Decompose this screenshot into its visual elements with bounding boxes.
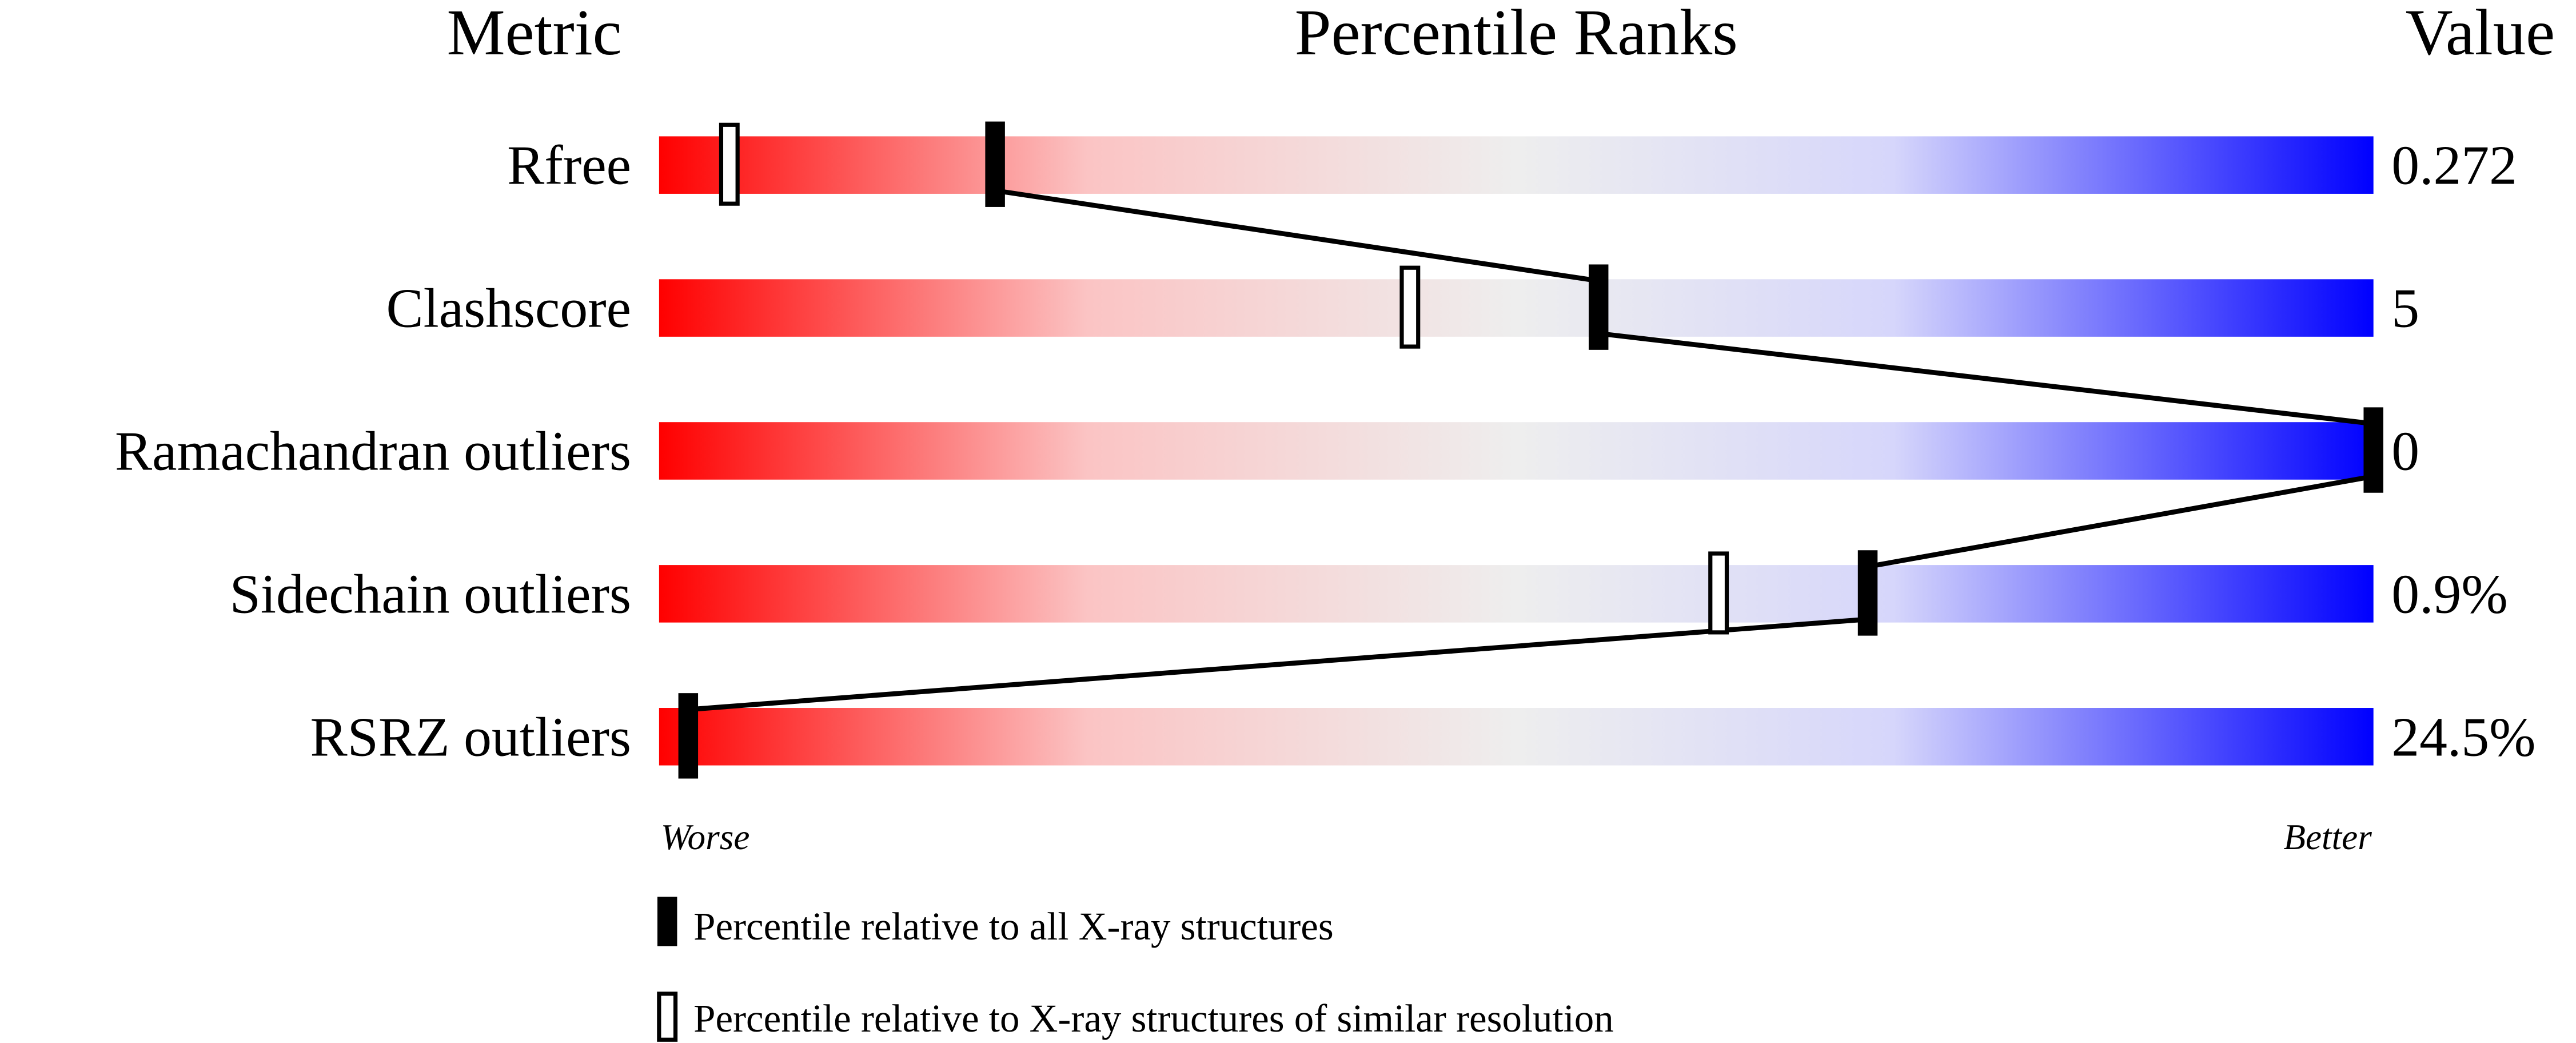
- metric-label: RSRZ outliers: [310, 706, 631, 768]
- header-metric: Metric: [446, 0, 621, 69]
- metric-value: 0.272: [2391, 135, 2517, 197]
- connector-line: [1867, 473, 2374, 570]
- header-percentile-ranks: Percentile Ranks: [1295, 0, 1738, 69]
- percentile-similar-marker: [719, 122, 740, 206]
- header-value: Value: [2406, 0, 2555, 69]
- legend-label-all: Percentile relative to all X-ray structu…: [693, 905, 1334, 948]
- connector-line: [688, 616, 1868, 712]
- connector-line: [994, 188, 1599, 284]
- percentile-similar-marker: [1399, 265, 1421, 349]
- percentile-all-marker: [985, 121, 1005, 207]
- metric-value: 5: [2391, 278, 2419, 340]
- metric-label: Ramachandran outliers: [115, 421, 631, 483]
- better-label: Better: [2283, 817, 2372, 857]
- percentile-bar: [659, 279, 2374, 337]
- worse-label: Worse: [661, 817, 750, 857]
- percentile-all-marker: [1857, 550, 1878, 636]
- percentile-similar-marker: [1708, 551, 1729, 635]
- percentile-all-marker: [2363, 407, 2383, 493]
- legend-hollow-marker: [657, 992, 678, 1042]
- percentile-bar: [659, 136, 2374, 194]
- percentile-bar: [659, 708, 2374, 766]
- percentile-all-marker: [678, 693, 699, 779]
- legend-label-similar: Percentile relative to X-ray structures …: [693, 997, 1614, 1040]
- metric-label: Sidechain outliers: [230, 563, 631, 625]
- metric-value: 24.5%: [2391, 706, 2535, 768]
- connector-line: [1598, 331, 2374, 427]
- percentile-all-marker: [1588, 264, 1609, 350]
- metric-label: Rfree: [507, 135, 631, 197]
- metric-value: 0.9%: [2391, 563, 2507, 625]
- percentile-bar: [659, 565, 2374, 623]
- metric-label: Clashscore: [386, 278, 632, 340]
- percentile-bar: [659, 422, 2374, 480]
- legend-filled-marker: [657, 897, 677, 946]
- metric-value: 0: [2391, 421, 2419, 483]
